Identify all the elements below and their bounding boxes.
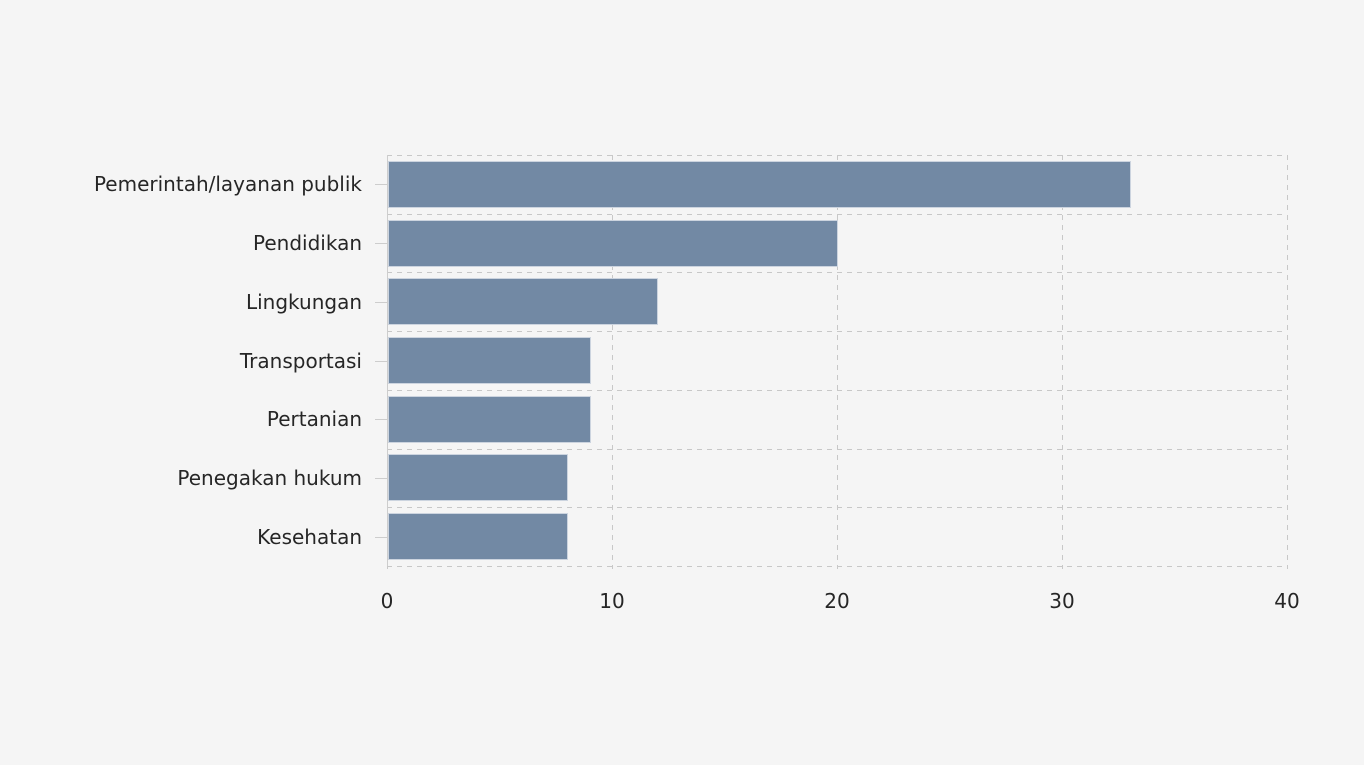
- category-label: Lingkungan: [245, 289, 362, 314]
- bar-pendidikan: [388, 219, 838, 267]
- category-label: Pertanian: [266, 407, 362, 432]
- y-axis-tick: [375, 536, 387, 538]
- y-axis-tick: [375, 184, 387, 186]
- vertical-gridline: [612, 155, 613, 569]
- x-axis-tick-label: 10: [599, 589, 625, 613]
- y-axis-tick: [375, 419, 387, 421]
- x-axis-tick-label: 0: [380, 589, 394, 613]
- bar-pemerintah-layanan-publik: [388, 160, 1131, 208]
- y-axis-tick: [375, 243, 387, 245]
- plot-area: [387, 155, 1288, 569]
- vertical-gridline: [1287, 155, 1288, 569]
- y-axis-line: [387, 155, 388, 566]
- vertical-gridline: [1062, 155, 1063, 569]
- category-label: Pendidikan: [253, 231, 362, 256]
- bar-pertanian: [388, 395, 591, 443]
- bar-lingkungan: [388, 278, 658, 326]
- bar-kesehatan: [388, 513, 568, 561]
- category-label: Penegakan hukum: [177, 465, 362, 490]
- bar-penegakan-hukum: [388, 454, 568, 502]
- y-axis-tick: [375, 301, 387, 303]
- y-axis-tick: [375, 477, 387, 479]
- bar-transportasi: [388, 337, 591, 384]
- y-axis-tick: [375, 360, 387, 362]
- x-axis-tick-label: 30: [1049, 589, 1075, 613]
- category-label: Transportasi: [239, 348, 362, 373]
- category-label: Kesehatan: [257, 524, 362, 549]
- x-axis-tick-label: 40: [1274, 589, 1300, 613]
- category-label: Pemerintah/layanan publik: [93, 172, 362, 197]
- x-axis-tick-label: 20: [824, 589, 850, 613]
- vertical-gridline: [837, 155, 838, 569]
